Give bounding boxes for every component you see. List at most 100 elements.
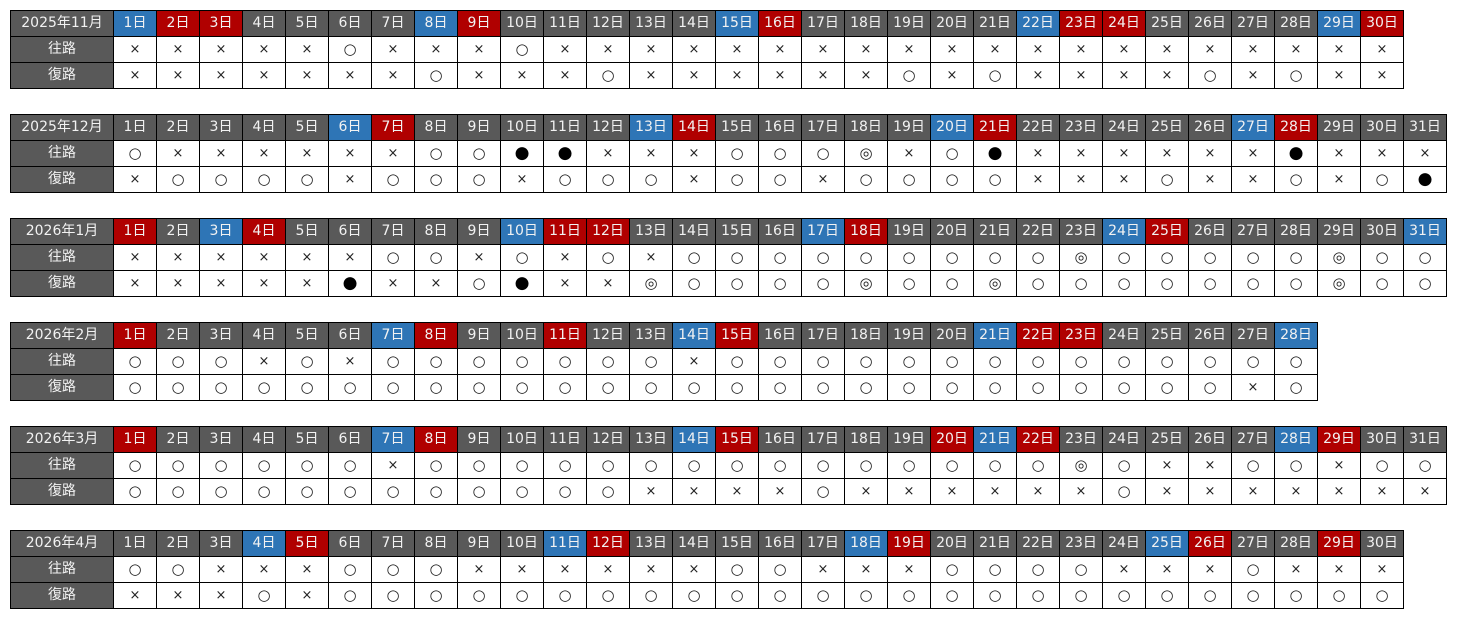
- available-circle-cell[interactable]: ○: [973, 166, 1017, 193]
- unavailable-cross-cell[interactable]: ×: [629, 62, 673, 89]
- unavailable-cross-cell[interactable]: ×: [672, 348, 716, 375]
- unavailable-cross-cell[interactable]: ×: [156, 140, 200, 167]
- available-circle-cell[interactable]: ○: [242, 478, 286, 505]
- available-circle-cell[interactable]: ○: [1231, 452, 1275, 479]
- unavailable-cross-cell[interactable]: ×: [1102, 556, 1146, 583]
- available-circle-cell[interactable]: ○: [1016, 374, 1060, 401]
- available-circle-cell[interactable]: ○: [973, 582, 1017, 609]
- unavailable-cross-cell[interactable]: ×: [1317, 556, 1361, 583]
- available-circle-cell[interactable]: ○: [715, 140, 759, 167]
- available-circle-cell[interactable]: ○: [586, 166, 630, 193]
- unavailable-cross-cell[interactable]: ×: [715, 62, 759, 89]
- unavailable-cross-cell[interactable]: ×: [1016, 140, 1060, 167]
- available-circle-cell[interactable]: ○: [1016, 452, 1060, 479]
- available-circle-cell[interactable]: ○: [1145, 348, 1189, 375]
- unavailable-cross-cell[interactable]: ×: [199, 556, 243, 583]
- available-circle-cell[interactable]: ○: [328, 374, 372, 401]
- unavailable-cross-cell[interactable]: ×: [199, 582, 243, 609]
- available-circle-cell[interactable]: ○: [801, 478, 845, 505]
- double-circle-cell[interactable]: ◎: [973, 270, 1017, 297]
- available-circle-cell[interactable]: ○: [1274, 244, 1318, 271]
- available-circle-cell[interactable]: ○: [1102, 452, 1146, 479]
- available-circle-cell[interactable]: ○: [1317, 582, 1361, 609]
- available-circle-cell[interactable]: ○: [414, 582, 458, 609]
- unavailable-cross-cell[interactable]: ×: [1059, 62, 1103, 89]
- available-circle-cell[interactable]: ○: [457, 348, 501, 375]
- filled-circle-cell[interactable]: ●: [973, 140, 1017, 167]
- unavailable-cross-cell[interactable]: ×: [1059, 166, 1103, 193]
- available-circle-cell[interactable]: ○: [1016, 556, 1060, 583]
- available-circle-cell[interactable]: ○: [887, 348, 931, 375]
- unavailable-cross-cell[interactable]: ×: [543, 270, 587, 297]
- unavailable-cross-cell[interactable]: ×: [1317, 166, 1361, 193]
- unavailable-cross-cell[interactable]: ×: [457, 36, 501, 63]
- unavailable-cross-cell[interactable]: ×: [285, 556, 329, 583]
- unavailable-cross-cell[interactable]: ×: [1145, 140, 1189, 167]
- unavailable-cross-cell[interactable]: ×: [457, 62, 501, 89]
- available-circle-cell[interactable]: ○: [543, 374, 587, 401]
- available-circle-cell[interactable]: ○: [285, 374, 329, 401]
- available-circle-cell[interactable]: ○: [1231, 556, 1275, 583]
- available-circle-cell[interactable]: ○: [457, 166, 501, 193]
- available-circle-cell[interactable]: ○: [887, 62, 931, 89]
- unavailable-cross-cell[interactable]: ×: [156, 270, 200, 297]
- available-circle-cell[interactable]: ○: [328, 582, 372, 609]
- available-circle-cell[interactable]: ○: [1188, 374, 1232, 401]
- available-circle-cell[interactable]: ○: [801, 452, 845, 479]
- available-circle-cell[interactable]: ○: [242, 374, 286, 401]
- unavailable-cross-cell[interactable]: ×: [500, 62, 544, 89]
- unavailable-cross-cell[interactable]: ×: [113, 582, 157, 609]
- unavailable-cross-cell[interactable]: ×: [973, 36, 1017, 63]
- unavailable-cross-cell[interactable]: ×: [629, 244, 673, 271]
- unavailable-cross-cell[interactable]: ×: [1274, 36, 1318, 63]
- available-circle-cell[interactable]: ○: [414, 556, 458, 583]
- available-circle-cell[interactable]: ○: [1145, 270, 1189, 297]
- available-circle-cell[interactable]: ○: [715, 582, 759, 609]
- available-circle-cell[interactable]: ○: [113, 140, 157, 167]
- available-circle-cell[interactable]: ○: [1403, 270, 1447, 297]
- available-circle-cell[interactable]: ○: [242, 452, 286, 479]
- available-circle-cell[interactable]: ○: [1274, 62, 1318, 89]
- unavailable-cross-cell[interactable]: ×: [973, 478, 1017, 505]
- unavailable-cross-cell[interactable]: ×: [543, 62, 587, 89]
- available-circle-cell[interactable]: ○: [758, 244, 802, 271]
- unavailable-cross-cell[interactable]: ×: [672, 166, 716, 193]
- available-circle-cell[interactable]: ○: [543, 452, 587, 479]
- available-circle-cell[interactable]: ○: [285, 166, 329, 193]
- available-circle-cell[interactable]: ○: [543, 348, 587, 375]
- available-circle-cell[interactable]: ○: [1059, 348, 1103, 375]
- filled-circle-cell[interactable]: ●: [1403, 166, 1447, 193]
- available-circle-cell[interactable]: ○: [1145, 244, 1189, 271]
- unavailable-cross-cell[interactable]: ×: [1059, 36, 1103, 63]
- available-circle-cell[interactable]: ○: [973, 348, 1017, 375]
- unavailable-cross-cell[interactable]: ×: [199, 270, 243, 297]
- available-circle-cell[interactable]: ○: [586, 62, 630, 89]
- available-circle-cell[interactable]: ○: [930, 166, 974, 193]
- available-circle-cell[interactable]: ○: [328, 452, 372, 479]
- available-circle-cell[interactable]: ○: [930, 244, 974, 271]
- available-circle-cell[interactable]: ○: [801, 582, 845, 609]
- unavailable-cross-cell[interactable]: ×: [242, 556, 286, 583]
- unavailable-cross-cell[interactable]: ×: [1403, 140, 1447, 167]
- unavailable-cross-cell[interactable]: ×: [285, 62, 329, 89]
- double-circle-cell[interactable]: ◎: [1317, 270, 1361, 297]
- available-circle-cell[interactable]: ○: [887, 270, 931, 297]
- unavailable-cross-cell[interactable]: ×: [1317, 478, 1361, 505]
- unavailable-cross-cell[interactable]: ×: [285, 36, 329, 63]
- filled-circle-cell[interactable]: ●: [1274, 140, 1318, 167]
- available-circle-cell[interactable]: ○: [156, 374, 200, 401]
- available-circle-cell[interactable]: ○: [930, 452, 974, 479]
- available-circle-cell[interactable]: ○: [758, 582, 802, 609]
- available-circle-cell[interactable]: ○: [1102, 478, 1146, 505]
- available-circle-cell[interactable]: ○: [1016, 244, 1060, 271]
- available-circle-cell[interactable]: ○: [672, 452, 716, 479]
- unavailable-cross-cell[interactable]: ×: [1360, 36, 1404, 63]
- unavailable-cross-cell[interactable]: ×: [1231, 166, 1275, 193]
- available-circle-cell[interactable]: ○: [1274, 582, 1318, 609]
- available-circle-cell[interactable]: ○: [1274, 452, 1318, 479]
- available-circle-cell[interactable]: ○: [199, 348, 243, 375]
- unavailable-cross-cell[interactable]: ×: [1231, 374, 1275, 401]
- available-circle-cell[interactable]: ○: [371, 478, 415, 505]
- unavailable-cross-cell[interactable]: ×: [1188, 166, 1232, 193]
- unavailable-cross-cell[interactable]: ×: [457, 244, 501, 271]
